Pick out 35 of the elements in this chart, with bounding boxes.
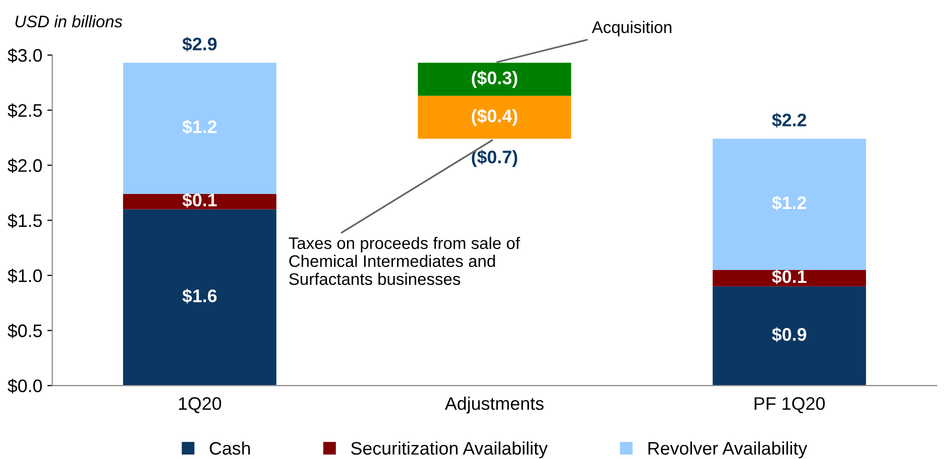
data-label: $1.2 [182, 120, 217, 134]
legend-label: Revolver Availability [648, 441, 808, 458]
data-label: $0.1 [772, 269, 806, 284]
bar [712, 138, 866, 270]
total-label: $2.9 [182, 36, 217, 52]
x-tick-label: PF 1Q20 [754, 397, 825, 414]
y-tick-label: $3.0 [8, 48, 42, 63]
data-label: $0.9 [772, 327, 806, 342]
legend-label: Cash [210, 441, 250, 455]
y-tick-label: $0.0 [8, 378, 42, 394]
bar [123, 62, 276, 194]
y-tick-label: $0.5 [8, 324, 42, 338]
y-axis-title: USD in billions [16, 15, 122, 28]
bar [123, 209, 276, 386]
data-label: $1.6 [182, 288, 217, 304]
y-tick-label: $1.5 [8, 213, 42, 228]
x-tick-label: 1Q20 [179, 397, 222, 414]
bar [123, 194, 276, 210]
bar [712, 286, 866, 386]
y-tick-label: $2.0 [8, 158, 42, 174]
data-label: $0.1 [182, 192, 217, 208]
legend-label: Securitization Availability [351, 441, 548, 458]
data-label: $1.2 [772, 196, 806, 210]
data-label: ($0.3) [472, 70, 518, 88]
bar [712, 270, 866, 286]
y-tick-label: $1.0 [8, 268, 42, 284]
y-tick-label: $2.5 [8, 103, 42, 118]
x-tick-label: Adjustments [444, 396, 544, 414]
annotation: Acquisition [592, 20, 672, 36]
bar [418, 62, 572, 96]
bar [418, 96, 572, 139]
data-label: ($0.4) [472, 108, 518, 126]
total-label: $2.2 [772, 112, 806, 128]
annotation: Taxes on proceeds from sale of Chemical Intermediates and Surfactants businesses [288, 236, 520, 285]
total-label: ($0.7) [472, 150, 518, 167]
